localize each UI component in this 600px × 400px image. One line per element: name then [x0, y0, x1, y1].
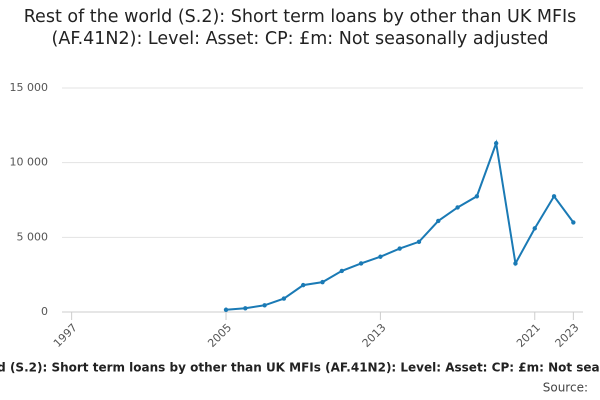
data-point: [281, 296, 287, 301]
chart-title: Rest of the world (S.2): Short term loan…: [23, 7, 577, 49]
x-tick-label: 2005: [205, 321, 234, 350]
y-tick-label: 5 000: [17, 230, 49, 243]
data-point: [436, 218, 441, 224]
data-point: [262, 303, 267, 308]
x-tick-label: 2023: [553, 321, 582, 350]
data-point: [513, 261, 518, 266]
data-point: [320, 279, 325, 285]
legend-entry: Rest of the world (S.2): Short term loan…: [0, 361, 600, 375]
x-tick-label: 1997: [51, 321, 80, 350]
data-point: [551, 194, 557, 199]
data-point: [493, 141, 499, 146]
x-tick-label: 2021: [514, 321, 543, 350]
data-point: [532, 226, 537, 231]
data-point: [301, 282, 306, 288]
source-label: Source:: [543, 381, 588, 395]
data-point: [223, 307, 229, 312]
data-point: [474, 194, 480, 199]
data-point: [571, 220, 576, 225]
data-point: [397, 246, 402, 251]
y-tick-label: 10 000: [10, 156, 49, 169]
y-tick-label: 15 000: [10, 81, 49, 94]
data-point: [358, 261, 364, 266]
x-tick-label: 2013: [360, 321, 389, 350]
data-point: [339, 268, 344, 274]
data-point: [243, 306, 248, 311]
data-point: [455, 205, 460, 210]
data-point: [378, 254, 383, 259]
y-tick-label: 0: [41, 305, 48, 318]
series-line: [225, 139, 575, 311]
data-point: [416, 239, 422, 245]
